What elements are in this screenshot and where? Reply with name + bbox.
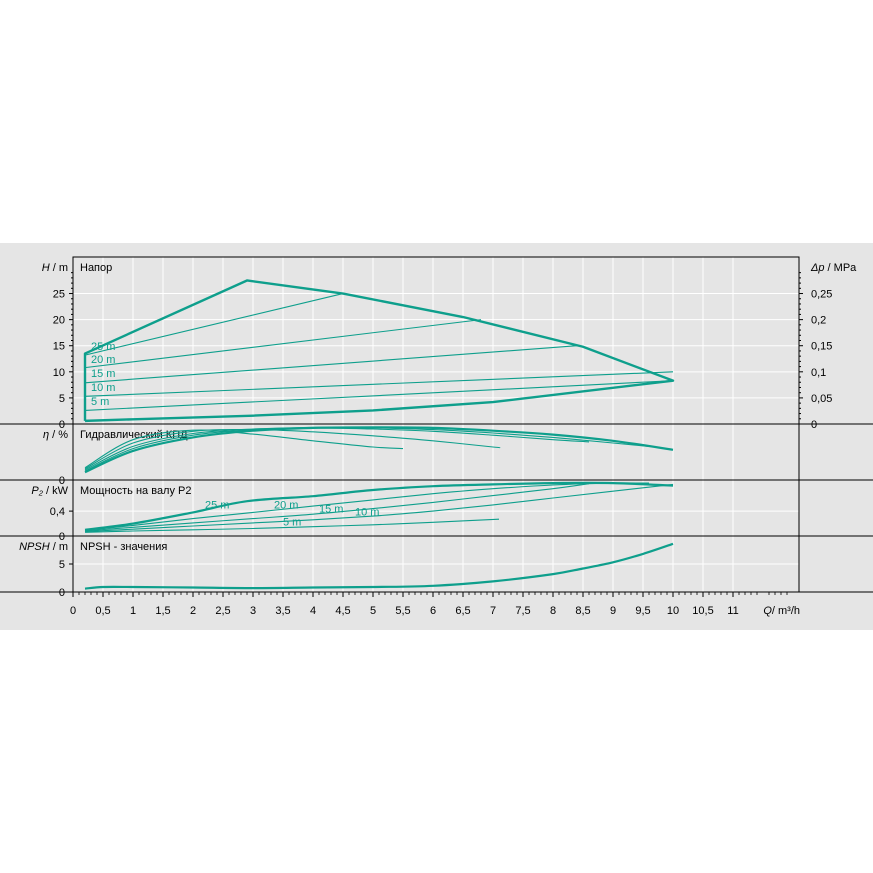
x-tick-label: 4 <box>310 605 316 617</box>
series-line-15m <box>84 483 590 532</box>
panel-title: Мощность на валу P2 <box>80 485 192 497</box>
chart-panel: 0 5 10 15 20 25 H / m Напор 0 0,05 0,1 0,15 0,2 0,25 Δ… <box>0 243 873 630</box>
y-axis-label-unit: / m <box>50 262 68 274</box>
y-tick-label: 0,4 <box>50 506 65 518</box>
panel-title: NPSH - значения <box>80 541 167 553</box>
series-label: 15 m <box>91 368 115 380</box>
panel-title: Гидравлический КПД <box>80 429 188 441</box>
series-label: 10 m <box>91 382 115 394</box>
series-label: 25 m <box>205 500 229 512</box>
panel-title: Напор <box>80 262 112 274</box>
x-tick-label: 7,5 <box>515 605 530 617</box>
x-tick-label: 1,5 <box>155 605 170 617</box>
y-axis-label: η / % <box>43 429 68 441</box>
series-label: 5 m <box>91 396 109 408</box>
y-tick-label: 15 <box>53 341 65 353</box>
series-line-20m <box>84 319 482 369</box>
series-line-5m <box>84 380 674 411</box>
series-line-npsh <box>84 542 674 590</box>
series-label: 15 m <box>319 503 343 515</box>
y2-tick-label: 0,05 <box>811 393 832 405</box>
y-tick-label: 20 <box>53 315 65 327</box>
series-line-15m <box>84 345 578 384</box>
x-tick-label: 0,5 <box>95 605 110 617</box>
y2-tick-label: 0,15 <box>811 341 832 353</box>
y-tick-label: 5 <box>59 559 65 571</box>
series-line-5m <box>84 429 404 469</box>
y2-axis-label-unit: / MPa <box>825 262 858 274</box>
x-tick-label: 3 <box>250 605 256 617</box>
y-axis-label-name: H <box>42 262 50 274</box>
y2-axis-label: Δp / MPa <box>810 262 857 274</box>
y2-tick-label: 0,25 <box>811 289 832 301</box>
x-tick-label: 2 <box>190 605 196 617</box>
y-axis-label-unit: / kW <box>43 485 69 497</box>
y-tick-label: 0 <box>59 475 65 487</box>
y-axis-label-name: P₂ <box>31 485 43 497</box>
y-axis-label-unit: / % <box>49 429 68 441</box>
series-line-25m <box>84 481 674 531</box>
x-tick-label: 4,5 <box>335 605 350 617</box>
y2-tick-label: 0 <box>811 419 817 431</box>
x-tick-label: 0 <box>70 605 76 617</box>
series-label: 20 m <box>274 500 298 512</box>
x-tick-label: 8 <box>550 605 556 617</box>
x-tick-label: 2,5 <box>215 605 230 617</box>
x-tick-label: 3,5 <box>275 605 290 617</box>
x-axis-label-name: Q <box>763 605 772 617</box>
x-tick-label: 6,5 <box>455 605 470 617</box>
y-tick-label: 5 <box>59 393 65 405</box>
operating-envelope <box>83 279 675 423</box>
x-tick-label: 10 <box>667 605 679 617</box>
y-tick-label: 0 <box>59 531 65 543</box>
y-tick-label: 0 <box>59 587 65 599</box>
x-tick-label: 7 <box>490 605 496 617</box>
y-tick-label: 25 <box>53 289 65 301</box>
y-axis-label: H / m <box>42 262 68 274</box>
y-tick-label: 10 <box>53 367 65 379</box>
series-label: 5 m <box>283 516 301 528</box>
y-axis-label-name: η <box>43 429 49 441</box>
y-axis-label: P₂ / kW <box>31 485 68 497</box>
y2-axis-label-name: Δp <box>810 262 825 274</box>
series-line-20m <box>84 426 650 472</box>
series-label: 25 m <box>91 341 115 353</box>
series-line-20m <box>84 482 650 531</box>
x-axis-label: Q/ m³/h <box>763 605 800 617</box>
y-tick-label: 0 <box>59 419 65 431</box>
x-tick-label: 6 <box>430 605 436 617</box>
x-tick-label: 11 <box>727 605 738 617</box>
series-line-10m <box>84 371 674 397</box>
series-line-25m <box>84 292 344 356</box>
y-axis-label-name: NPSH <box>19 541 50 553</box>
plot-frame <box>72 256 800 593</box>
series-label: 20 m <box>91 354 115 366</box>
y2-tick-label: 0,2 <box>811 315 826 327</box>
series-label: 10 m <box>355 506 379 518</box>
x-tick-label: 9 <box>610 605 616 617</box>
x-tick-label: 1 <box>130 605 136 617</box>
series-line-10m <box>84 428 501 470</box>
x-tick-label: 10,5 <box>692 605 713 617</box>
x-axis-label-unit: / m³/h <box>772 605 800 617</box>
x-tick-label: 5,5 <box>395 605 410 617</box>
series-line-10m <box>84 483 674 533</box>
y2-tick-label: 0,1 <box>811 367 826 379</box>
y-axis-label: NPSH / m <box>19 541 68 553</box>
series-line-15m <box>84 427 590 471</box>
x-tick-label: 9,5 <box>635 605 650 617</box>
x-tick-label: 5 <box>370 605 376 617</box>
series-line-5m <box>84 518 500 533</box>
y-axis-label-unit: / m <box>50 541 68 553</box>
x-tick-label: 8,5 <box>575 605 590 617</box>
